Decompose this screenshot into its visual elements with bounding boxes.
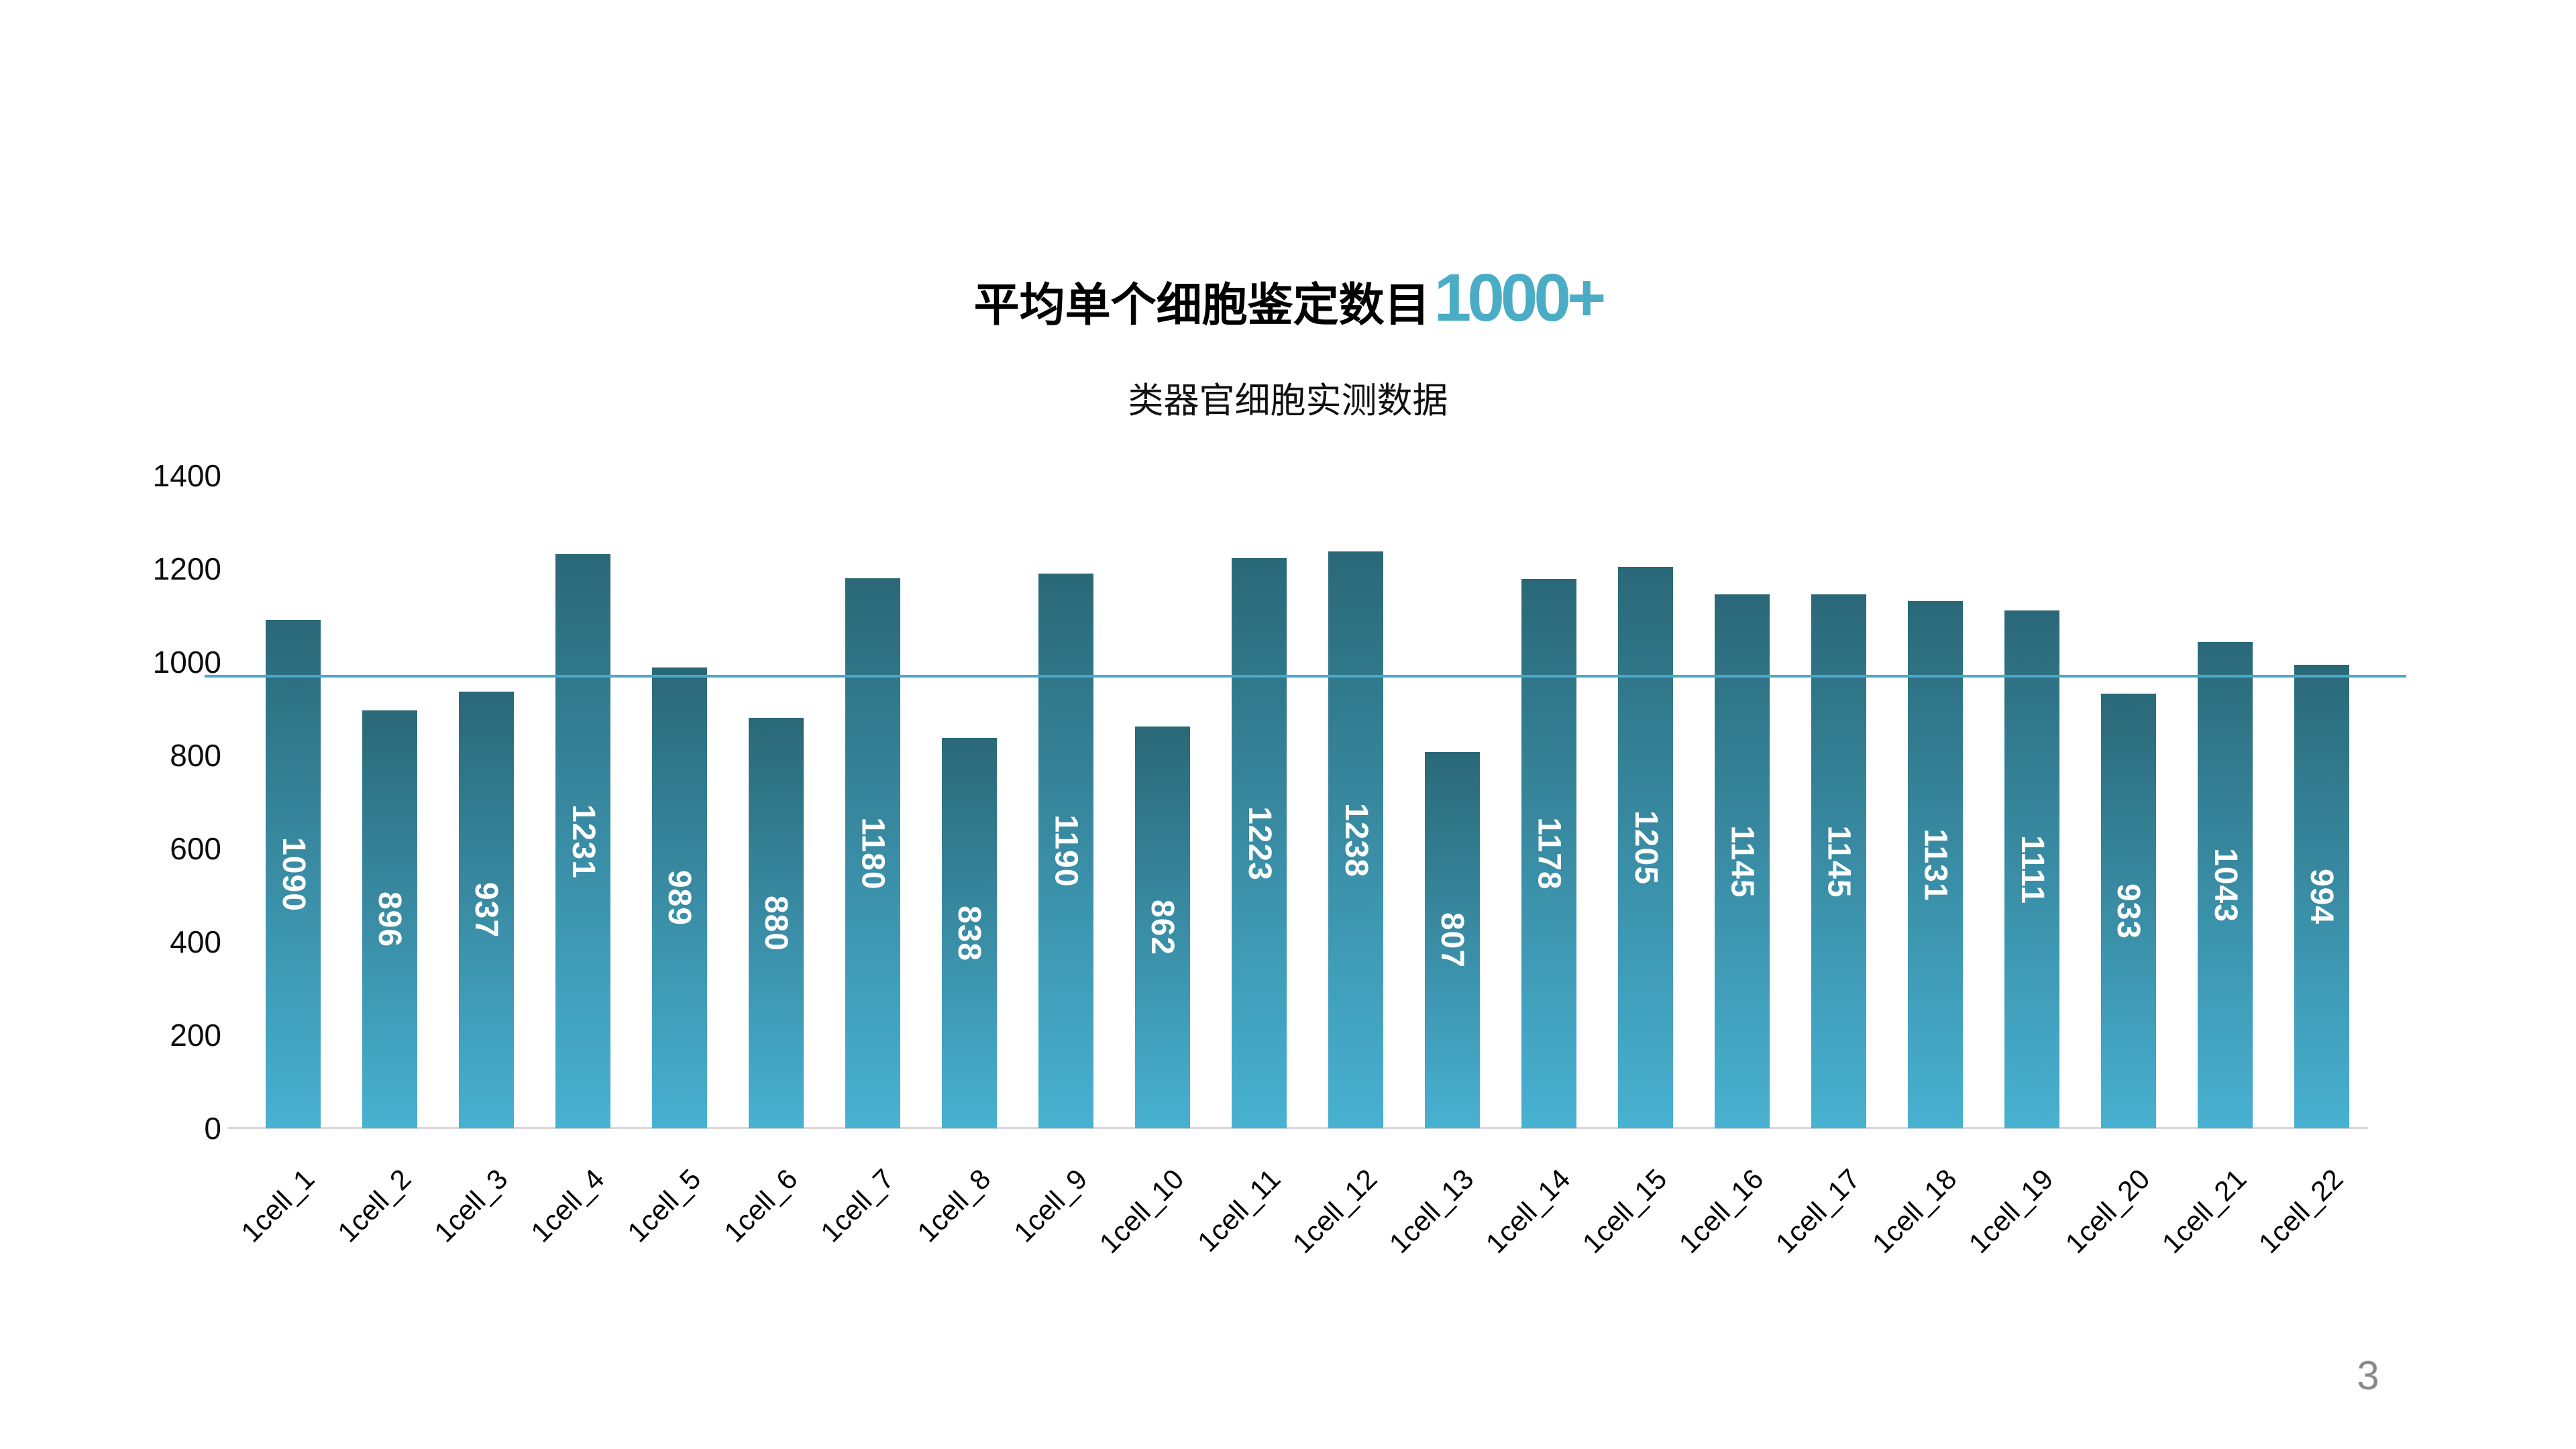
bar-1cell_21: 1043 (2198, 642, 2253, 1128)
bar-value-label: 1190 (1048, 814, 1084, 888)
bar-1cell_20: 933 (2101, 694, 2156, 1128)
bar-value-label: 1205 (1627, 810, 1664, 885)
bar-value-label: 1111 (2014, 835, 2050, 904)
y-axis-tick-label: 1400 (152, 458, 221, 493)
chart-title-highlight: 1000+ (1434, 260, 1607, 335)
bar-1cell_10: 862 (1135, 727, 1190, 1128)
bar-value-label: 1131 (1917, 828, 1953, 902)
bar-value-label: 1178 (1531, 817, 1567, 890)
bar-1cell_11: 1223 (1232, 558, 1287, 1128)
bar-value-label: 937 (468, 881, 504, 938)
y-axis-tick-label: 1200 (152, 551, 221, 586)
bar-value-label: 1238 (1338, 802, 1374, 877)
bar-value-label: 896 (372, 891, 408, 948)
bar-1cell_4: 1231 (555, 554, 610, 1128)
y-axis-tick-label: 200 (170, 1018, 221, 1053)
bar-value-label: 1043 (2207, 848, 2243, 922)
bar-1cell_14: 1178 (1521, 579, 1576, 1128)
bar-value-label: 862 (1144, 899, 1181, 956)
bar-1cell_12: 1238 (1328, 551, 1383, 1128)
bar-1cell_15: 1205 (1618, 567, 1673, 1128)
page-number: 3 (2357, 1353, 2379, 1398)
bar-1cell_19: 1111 (2004, 610, 2059, 1128)
x-axis-line (228, 1127, 2368, 1129)
bar-value-label: 807 (1434, 912, 1470, 969)
y-axis-tick-label: 400 (170, 924, 221, 959)
bar-1cell_17: 1145 (1811, 594, 1866, 1128)
bar-1cell_9: 1190 (1038, 574, 1093, 1128)
bar-value-label: 994 (2304, 868, 2340, 925)
y-axis-tick-label: 600 (170, 831, 221, 866)
y-axis-tick-label: 0 (204, 1111, 221, 1146)
bar-value-label: 1145 (1724, 824, 1760, 898)
bar-1cell_6: 880 (749, 718, 804, 1128)
reference-line (205, 675, 2406, 678)
bar-1cell_8: 838 (942, 738, 997, 1128)
bar-1cell_16: 1145 (1715, 594, 1770, 1128)
bar-value-label: 1180 (855, 816, 891, 890)
chart-title: 平均单个细胞鉴定数目 1000+ (0, 264, 2576, 331)
bar-value-label: 1145 (1821, 824, 1857, 898)
y-axis-tick-label: 800 (170, 738, 221, 773)
bar-1cell_5: 989 (652, 667, 707, 1128)
bar-value-label: 989 (661, 869, 698, 926)
bar-value-label: 1223 (1241, 806, 1277, 881)
chart-subtitle: 类器官细胞实测数据 (1128, 381, 1448, 421)
bar-value-label: 880 (758, 895, 794, 951)
bar-value-label: 1090 (275, 837, 311, 912)
bar-value-label: 1231 (565, 804, 601, 879)
bar-value-label: 838 (951, 905, 987, 961)
y-axis-tick-label: 1000 (152, 645, 221, 680)
bar-1cell_18: 1131 (1908, 601, 1963, 1128)
bar-1cell_1: 1090 (266, 620, 321, 1128)
bar-value-label: 933 (2110, 883, 2147, 939)
bar-1cell_13: 807 (1425, 752, 1480, 1128)
bar-1cell_22: 994 (2294, 665, 2349, 1128)
bar-1cell_2: 896 (362, 710, 417, 1128)
chart-title-text: 平均单个细胞鉴定数目 (973, 280, 1430, 331)
bar-1cell_3: 937 (459, 692, 514, 1128)
bar-1cell_7: 1180 (845, 578, 900, 1128)
